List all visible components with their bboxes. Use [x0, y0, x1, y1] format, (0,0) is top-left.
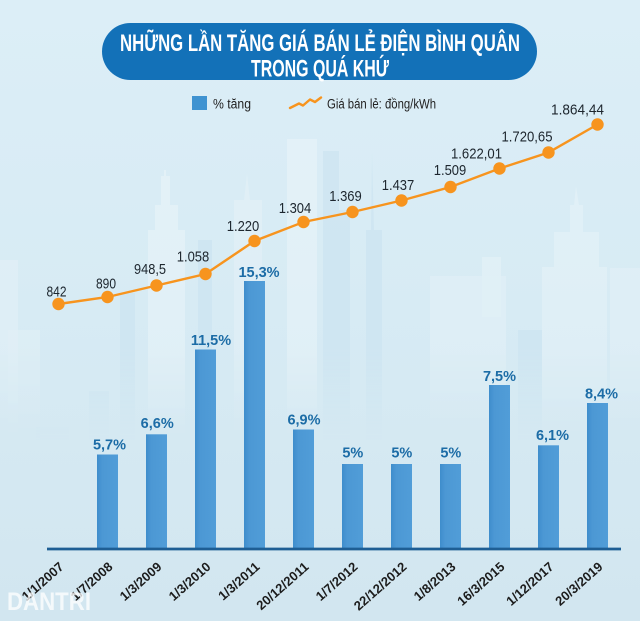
svg-text:DANTRI: DANTRI [7, 588, 91, 616]
svg-text:1.622,01: 1.622,01 [451, 147, 502, 163]
svg-text:948,5: 948,5 [134, 262, 166, 278]
svg-text:5%: 5% [440, 446, 461, 462]
svg-text:1.720,65: 1.720,65 [502, 130, 553, 146]
svg-text:6,9%: 6,9% [287, 413, 320, 429]
svg-text:1.304: 1.304 [279, 201, 312, 217]
svg-text:890: 890 [96, 277, 116, 293]
svg-text:1.864,44: 1.864,44 [551, 103, 604, 119]
svg-text:5%: 5% [342, 446, 363, 462]
svg-text:1.058: 1.058 [177, 250, 210, 266]
svg-text:6,1%: 6,1% [536, 428, 569, 444]
svg-text:6,6%: 6,6% [141, 416, 174, 432]
svg-text:7,5%: 7,5% [483, 369, 516, 385]
svg-text:842: 842 [47, 285, 67, 301]
svg-text:1.369: 1.369 [329, 189, 362, 205]
svg-text:11,5%: 11,5% [191, 333, 231, 349]
svg-text:1.509: 1.509 [434, 163, 467, 179]
svg-text:TRONG QUÁ KHỨ: TRONG QUÁ KHỨ [251, 55, 389, 83]
svg-text:5,7%: 5,7% [93, 438, 126, 454]
svg-text:1.437: 1.437 [382, 178, 415, 194]
svg-text:5%: 5% [391, 446, 412, 462]
svg-text:1.220: 1.220 [227, 219, 260, 235]
svg-text:% tăng: % tăng [213, 97, 251, 112]
svg-text:8,4%: 8,4% [585, 387, 618, 403]
svg-text:15,3%: 15,3% [238, 265, 279, 281]
svg-text:Giá bán lẻ: đồng/kWh: Giá bán lẻ: đồng/kWh [327, 97, 436, 112]
svg-text:NHỮNG LẦN TĂNG GIÁ BÁN LẺ ĐIỆN: NHỮNG LẦN TĂNG GIÁ BÁN LẺ ĐIỆN BÌNH QUÂN [120, 28, 520, 57]
